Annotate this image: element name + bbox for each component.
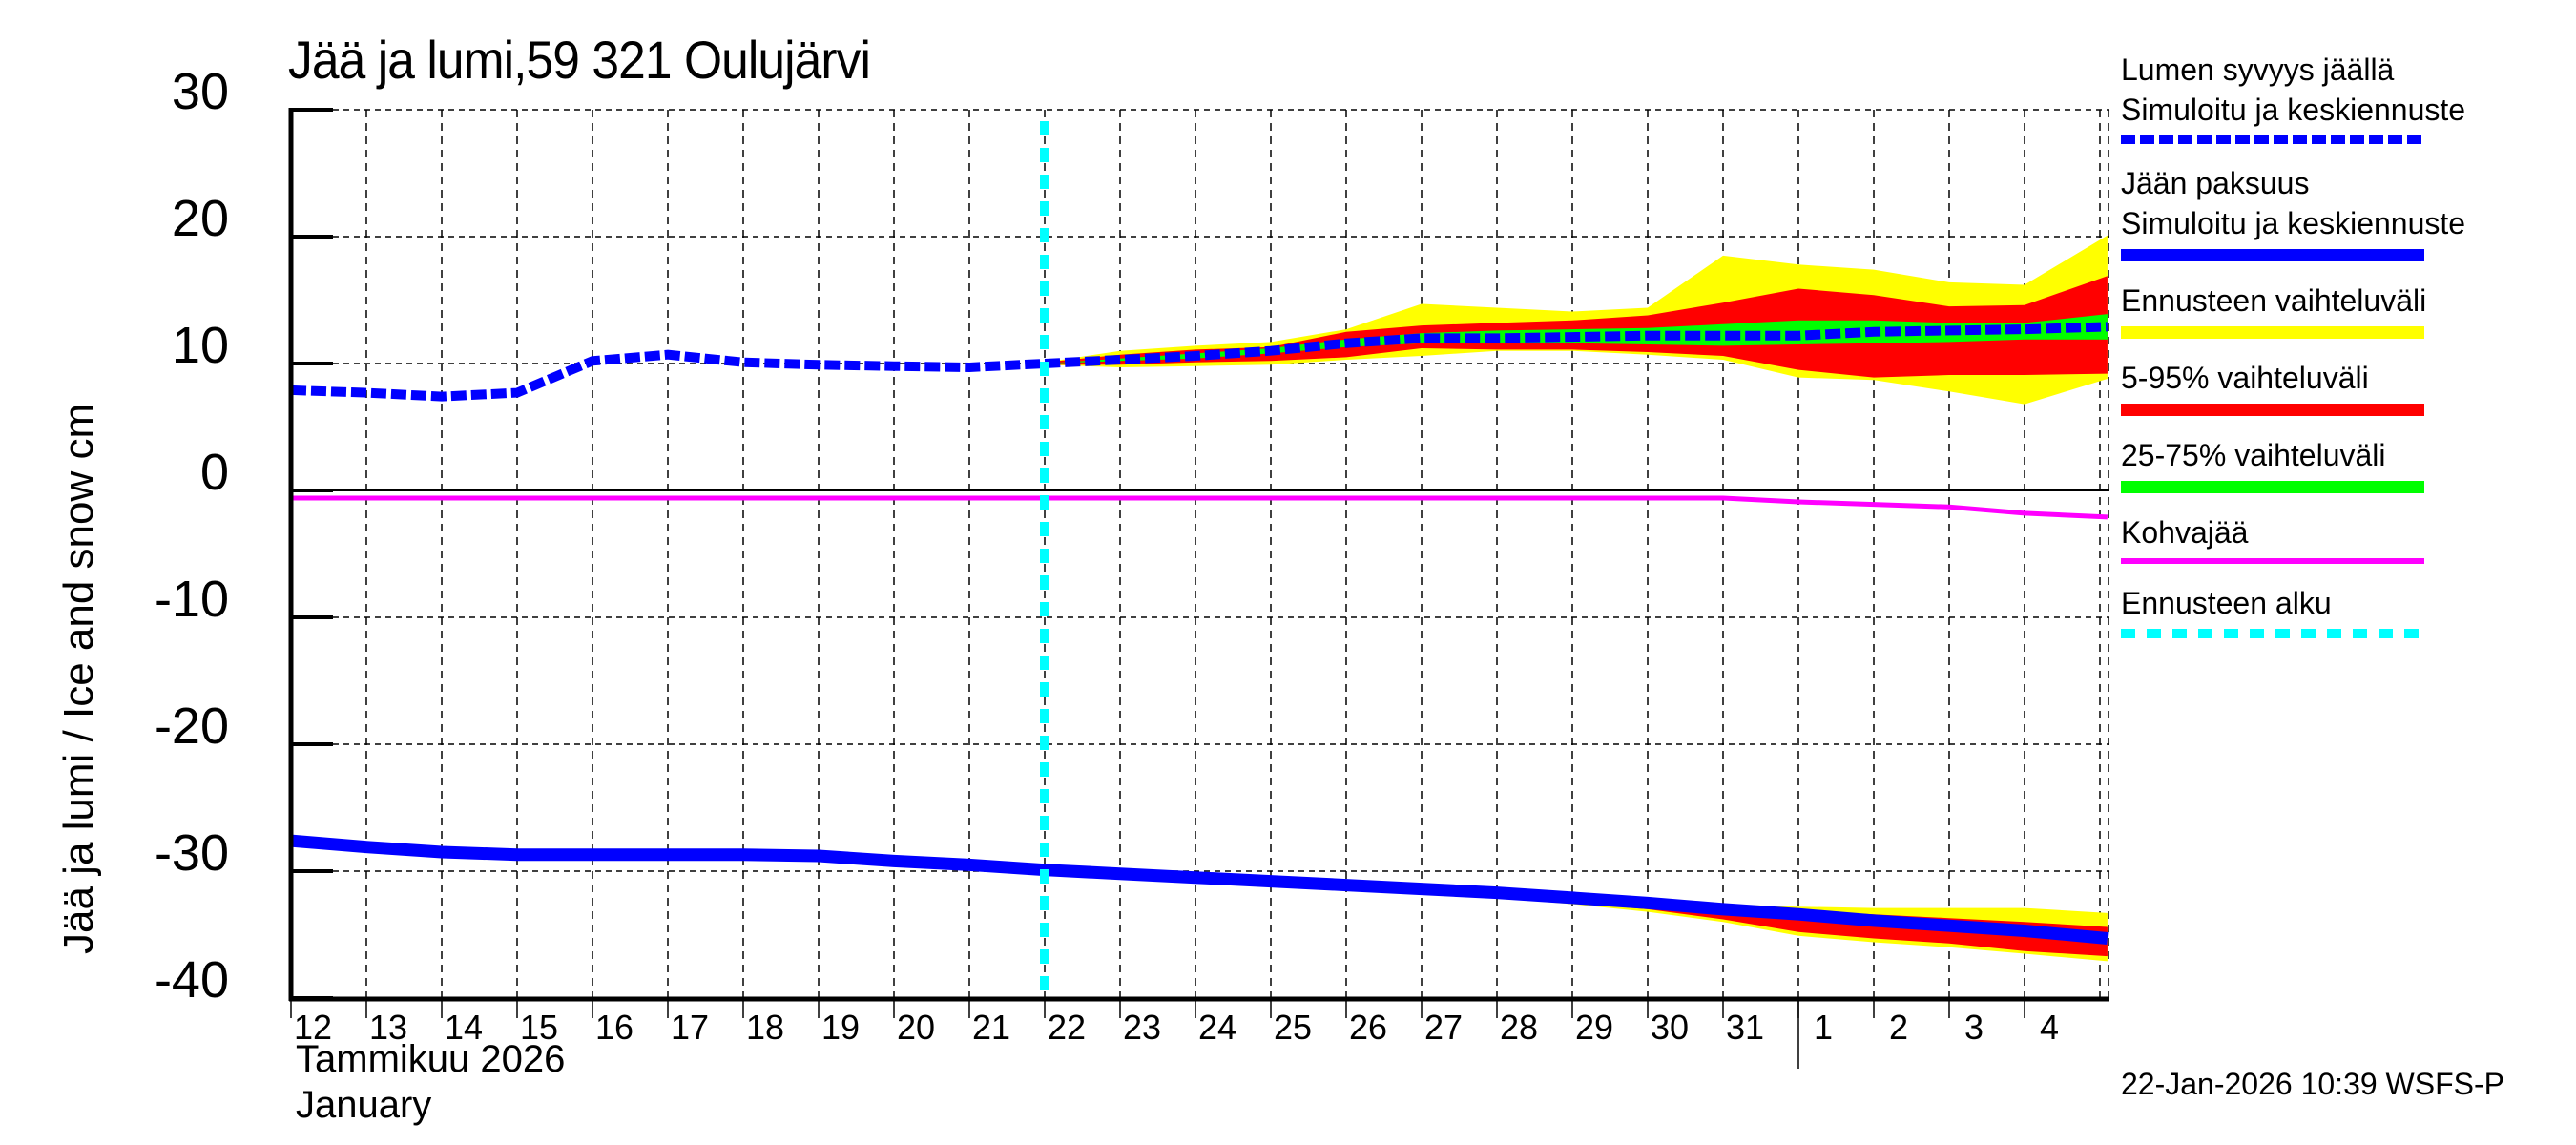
x-tick-label: 28 [1500, 1008, 1539, 1047]
x-tick-label: 18 [746, 1008, 785, 1047]
ice-p5-95-band [1045, 869, 2108, 957]
x-tick-label: 12 [294, 1008, 333, 1047]
snow-p5-95-band [1045, 276, 2108, 378]
month-label-english: January [296, 1084, 432, 1126]
legend-range: Ennusteen vaihteluväli [2121, 283, 2427, 318]
legend-range-swatch [2121, 326, 2424, 339]
legend-forecast-start-swatch [2121, 629, 2424, 638]
y-tick-label: -40 [154, 951, 229, 1009]
legend-snow-title: Lumen syvyys jäällä [2121, 52, 2395, 87]
x-tick-label: 4 [2040, 1008, 2060, 1047]
x-tick-label: 19 [821, 1008, 861, 1047]
month-label-finnish: Tammikuu 2026 [296, 1038, 566, 1080]
y-tick-label: 20 [171, 190, 229, 247]
legend-snow-swatch [2121, 135, 2424, 144]
x-tick-label: 31 [1726, 1008, 1765, 1047]
legend-p5-95: 5-95% vaihteluväli [2121, 361, 2369, 395]
x-tick-label: 24 [1198, 1008, 1237, 1047]
x-tick-label: 15 [520, 1008, 559, 1047]
snow-depth-line [290, 322, 2109, 402]
legend-p25-75: 25-75% vaihteluväli [2121, 438, 2386, 472]
x-tick-label: 26 [1349, 1008, 1388, 1047]
legend-snow-subtitle: Simuloitu ja keskiennuste [2121, 93, 2466, 127]
x-tick-label: 3 [1964, 1008, 1984, 1047]
x-tick-label: 20 [897, 1008, 936, 1047]
slush-ice-line [291, 495, 2109, 520]
x-tick-label: 27 [1424, 1008, 1464, 1047]
y-tick-label: 30 [171, 63, 229, 120]
x-tick-label: 2 [1889, 1008, 1909, 1047]
x-tick-label: 14 [445, 1008, 484, 1047]
legend-p5-95-swatch [2121, 404, 2424, 416]
x-tick-label: 22 [1048, 1008, 1087, 1047]
legend: Lumen syvyys jäällä Simuloitu ja keskien… [2121, 50, 2569, 657]
chart-title: Jää ja lumi,59 321 Oulujärvi [288, 30, 871, 90]
y-tick-label: -30 [154, 824, 229, 882]
x-tick-label: 29 [1575, 1008, 1614, 1047]
timestamp-footer: 22-Jan-2026 10:39 WSFS-P [2121, 1067, 2504, 1101]
x-tick-label: 23 [1123, 1008, 1162, 1047]
x-tick-label: 1 [1814, 1008, 1834, 1047]
y-tick-label: 10 [171, 317, 229, 374]
x-tick-label: 13 [369, 1008, 408, 1047]
legend-slush-swatch [2121, 558, 2424, 564]
x-tick-label: 16 [595, 1008, 634, 1047]
y-tick-label: -10 [154, 571, 229, 628]
ice-range-band [1045, 869, 2108, 962]
y-tick-label: 0 [199, 444, 229, 501]
legend-ice-title: Jään paksuus [2121, 166, 2310, 200]
y-tick-label: -20 [154, 697, 229, 755]
x-tick-label: 17 [671, 1008, 710, 1047]
legend-forecast-start: Ennusteen alku [2121, 586, 2332, 620]
x-tick-label: 30 [1651, 1008, 1690, 1047]
ice-thickness-line [290, 834, 2109, 945]
legend-p25-75-swatch [2121, 481, 2424, 493]
x-tick-label: 25 [1274, 1008, 1313, 1047]
legend-ice-subtitle: Simuloitu ja keskiennuste [2121, 206, 2466, 240]
legend-ice-swatch [2121, 249, 2424, 261]
x-tick-label: 21 [972, 1008, 1011, 1047]
legend-slush: Kohvajää [2121, 515, 2249, 550]
